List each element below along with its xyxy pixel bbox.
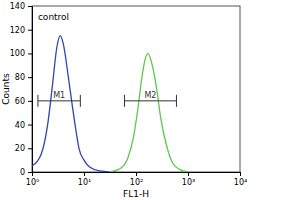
y-tick-mark bbox=[28, 30, 32, 31]
plot: 10⁰ 10¹ 10² 10³ 10⁴ 0 20 40 60 80 100 120 140 M1 M2 con… bbox=[10, 2, 247, 187]
y-axis-title: Counts bbox=[1, 73, 11, 105]
y-tick-mark bbox=[28, 101, 32, 102]
y-tick-label: 20 bbox=[15, 144, 25, 153]
y-tick-label: 140 bbox=[10, 2, 25, 11]
marker-cap bbox=[37, 95, 38, 107]
y-axis: 0 20 40 60 80 100 120 140 bbox=[10, 2, 33, 177]
chart: 10⁰ 10¹ 10² 10³ 10⁴ 0 20 40 60 80 100 120 140 M1 M2 con… bbox=[0, 0, 300, 200]
marker-cap bbox=[80, 95, 81, 107]
marker-line bbox=[124, 100, 176, 101]
y-tick-label: 60 bbox=[15, 97, 25, 106]
x-tick: 10⁴ bbox=[234, 172, 247, 187]
x-tick: 10³ bbox=[182, 172, 195, 187]
x-axis: 10⁰ 10¹ 10² 10³ 10⁴ bbox=[26, 172, 247, 187]
y-tick-label: 120 bbox=[10, 26, 25, 35]
series-line bbox=[32, 36, 115, 172]
x-tick: 10² bbox=[130, 172, 143, 187]
x-tick-label: 10¹ bbox=[78, 178, 91, 187]
y-axis-line bbox=[28, 7, 33, 173]
marker-label: M1 bbox=[53, 91, 65, 100]
annotation: control bbox=[38, 12, 69, 22]
marks bbox=[32, 36, 188, 172]
x-tick-label: 10⁴ bbox=[234, 178, 247, 187]
y-tick-mark bbox=[28, 77, 32, 78]
y-tick: 20 bbox=[15, 144, 32, 153]
marker-cap bbox=[176, 95, 177, 107]
y-tick: 100 bbox=[10, 49, 32, 58]
plot-frame bbox=[32, 6, 240, 172]
y-tick-mark bbox=[28, 172, 32, 173]
y-tick-mark bbox=[28, 6, 32, 7]
x-axis-title: FL1-H bbox=[123, 189, 149, 199]
x-tick-label: 10⁰ bbox=[26, 178, 39, 187]
y-tick-label: 0 bbox=[20, 168, 25, 177]
x-tick-label: 10³ bbox=[182, 178, 195, 187]
y-tick-mark bbox=[28, 53, 32, 54]
x-tick-mark bbox=[240, 172, 241, 176]
y-tick: 60 bbox=[15, 97, 32, 106]
y-tick-mark bbox=[28, 148, 32, 149]
y-tick-mark bbox=[28, 125, 32, 126]
marker-label: M2 bbox=[144, 91, 156, 100]
marker-line bbox=[38, 100, 80, 101]
x-tick-mark bbox=[188, 172, 189, 176]
x-tick-label: 10² bbox=[130, 178, 143, 187]
x-tick: 10¹ bbox=[78, 172, 91, 187]
y-tick-label: 40 bbox=[15, 121, 25, 130]
x-tick-mark bbox=[84, 172, 85, 176]
x-tick: 10⁰ bbox=[26, 172, 39, 187]
y-tick-label: 80 bbox=[15, 73, 25, 82]
y-tick: 0 bbox=[20, 168, 32, 177]
series-line bbox=[109, 53, 188, 172]
y-tick: 120 bbox=[10, 26, 32, 35]
y-tick: 140 bbox=[10, 2, 32, 11]
y-tick: 80 bbox=[15, 73, 32, 82]
y-tick: 40 bbox=[15, 121, 32, 130]
y-tick-label: 100 bbox=[10, 49, 25, 58]
marker-cap bbox=[124, 95, 125, 107]
x-tick-mark bbox=[136, 172, 137, 176]
x-axis-line bbox=[33, 173, 241, 177]
